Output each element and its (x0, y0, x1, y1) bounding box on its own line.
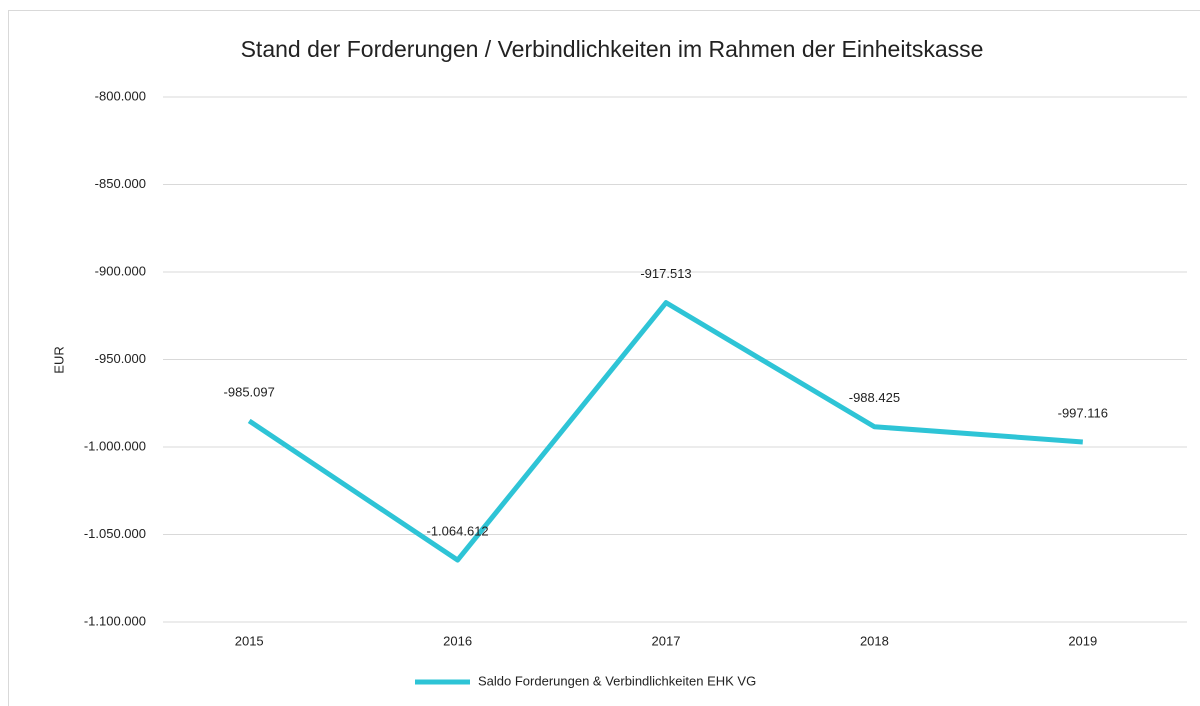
data-label: -917.513 (640, 266, 691, 281)
data-label: -1.064.612 (427, 524, 489, 539)
x-tick-label: 2019 (1068, 633, 1097, 648)
data-label: -997.116 (1058, 405, 1108, 420)
y-tick-label: -850.000 (95, 176, 146, 191)
y-tick-label: -950.000 (95, 351, 146, 366)
data-label: -988.425 (849, 390, 900, 405)
y-tick-label: -1.050.000 (84, 526, 146, 541)
data-line (247, 300, 1083, 563)
y-axis-label: EUR (51, 346, 66, 373)
x-tick-label: 2017 (652, 633, 681, 648)
x-tick-label: 2016 (443, 633, 472, 648)
legend-label: Saldo Forderungen & Verbindlichkeiten EH… (478, 673, 756, 688)
y-tick-label: -900.000 (95, 263, 146, 278)
y-tick-label: -1.000.000 (84, 438, 146, 453)
y-tick-label: -1.100.000 (84, 613, 146, 628)
data-label: -985.097 (224, 384, 275, 399)
x-tick-label: 2015 (235, 633, 264, 648)
x-tick-label: 2018 (860, 633, 889, 648)
y-tick-label: -800.000 (95, 88, 146, 103)
chart-border (8, 10, 1200, 706)
chart-title: Stand der Forderungen / Verbindlichkeite… (241, 36, 984, 62)
